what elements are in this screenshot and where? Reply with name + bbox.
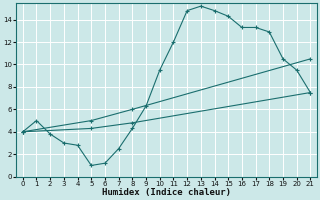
- X-axis label: Humidex (Indice chaleur): Humidex (Indice chaleur): [102, 188, 231, 197]
